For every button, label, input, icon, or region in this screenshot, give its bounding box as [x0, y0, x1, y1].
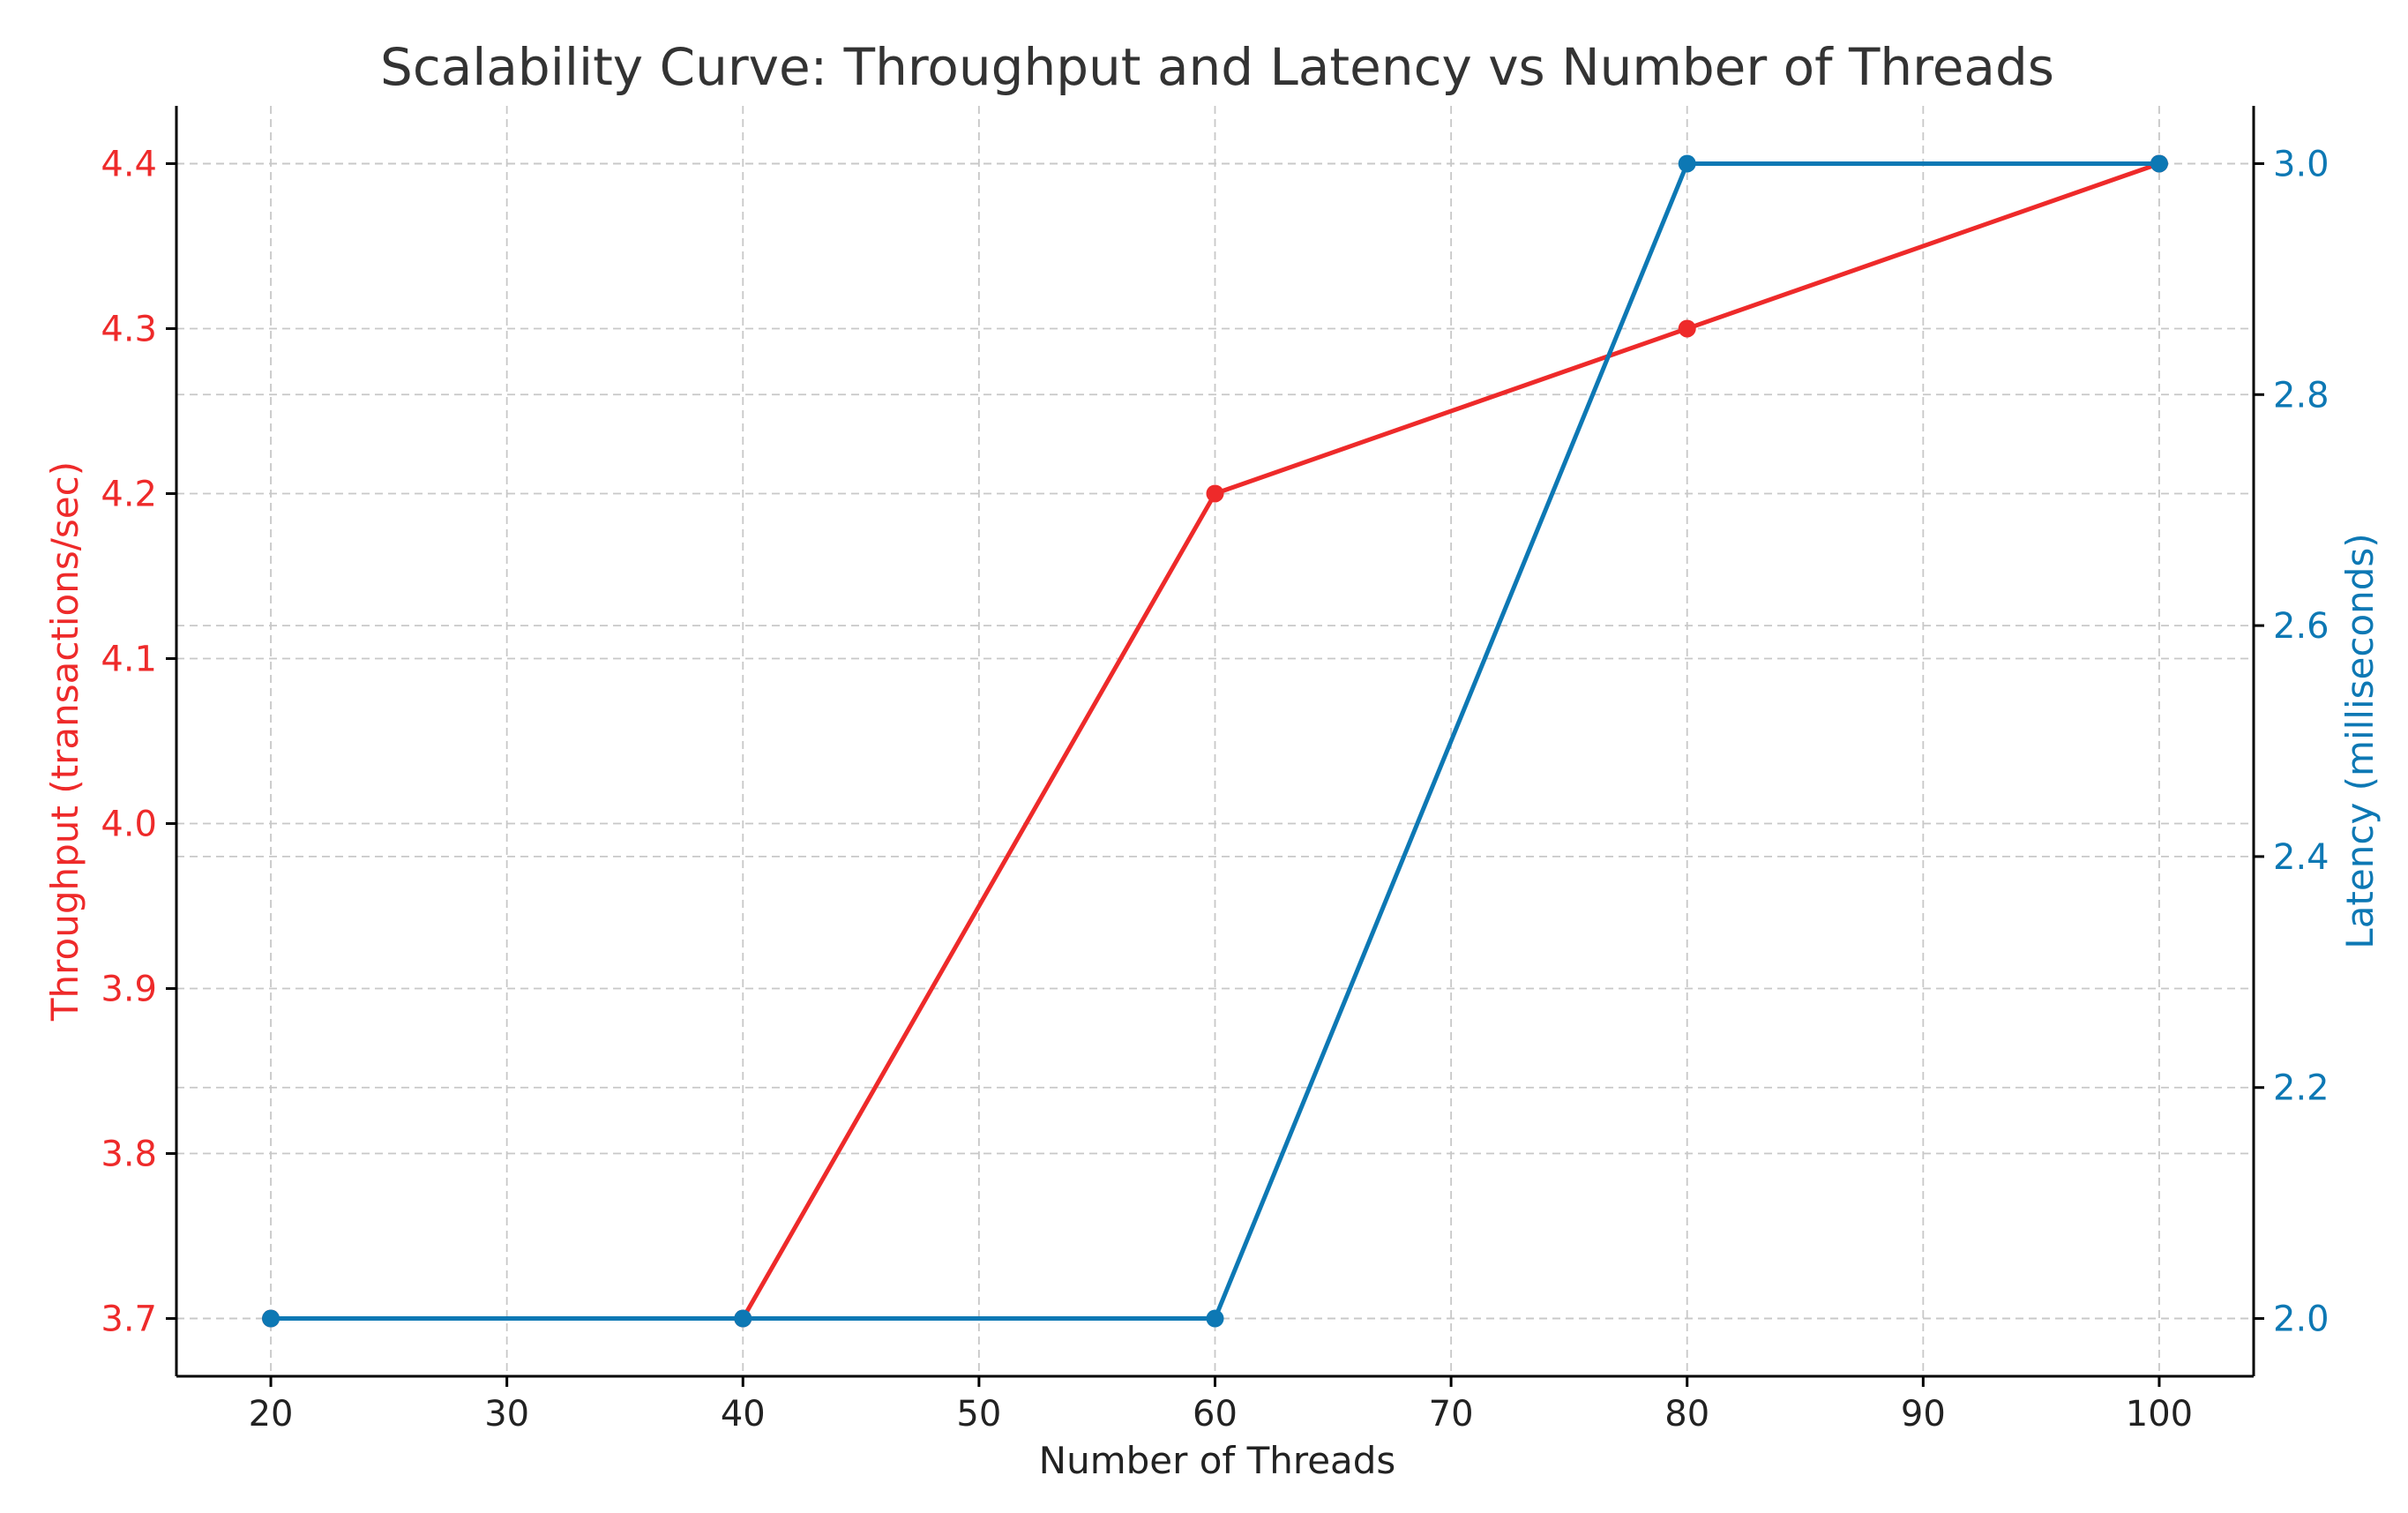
- y-left-tick-label: 3.7: [101, 1300, 157, 1340]
- y-left-tick-label: 4.3: [101, 309, 157, 349]
- y-left-tick-label: 4.0: [101, 805, 157, 845]
- y-right-tick-label: 2.2: [2273, 1068, 2329, 1109]
- y-left-tick-label: 3.8: [101, 1135, 157, 1175]
- y-axis-left-label: Throughput (transactions/sec): [43, 461, 86, 1022]
- series-layer: [262, 154, 2168, 1328]
- x-tick-label: 70: [1429, 1394, 1474, 1434]
- x-tick-label: 40: [721, 1394, 766, 1434]
- y-left-tick-label: 4.4: [101, 144, 157, 184]
- y-right-tick-label: 2.0: [2273, 1300, 2329, 1340]
- y-right-tick-label: 2.4: [2273, 837, 2329, 878]
- y-left-tick-label: 4.2: [101, 474, 157, 514]
- data-point-right: [1206, 1309, 1224, 1328]
- data-point-right: [1678, 154, 1696, 173]
- data-point-right: [734, 1309, 752, 1328]
- x-tick-label: 60: [1193, 1394, 1238, 1434]
- y-right-tick-label: 2.8: [2273, 375, 2329, 416]
- x-tick-label: 50: [956, 1394, 1001, 1434]
- data-point-left: [1678, 319, 1696, 338]
- axes-layer: 20 30 40 50 60 70 80 90 100 3.7 3.8 3.9 4.0 4.1 4.2 4.3…: [101, 106, 2329, 1434]
- data-point-right: [2150, 154, 2168, 173]
- y-axis-right-label: Latency (milliseconds): [2338, 533, 2382, 948]
- data-point-left: [1206, 484, 1224, 503]
- x-tick-label: 20: [249, 1394, 294, 1434]
- x-axis-label: Number of Threads: [1039, 1439, 1396, 1482]
- y-left-tick-label: 4.1: [101, 639, 157, 679]
- x-tick-label: 80: [1664, 1394, 1709, 1434]
- y-left-tick-label: 3.9: [101, 970, 157, 1010]
- x-tick-label: 30: [484, 1394, 529, 1434]
- y-right-tick-label: 3.0: [2273, 144, 2329, 184]
- data-point-right: [262, 1309, 280, 1328]
- y-right-tick-label: 2.6: [2273, 606, 2329, 647]
- x-tick-label: 90: [1901, 1394, 1946, 1434]
- chart-title: Scalability Curve: Throughput and Latenc…: [380, 37, 2054, 97]
- x-tick-label: 100: [2126, 1394, 2193, 1434]
